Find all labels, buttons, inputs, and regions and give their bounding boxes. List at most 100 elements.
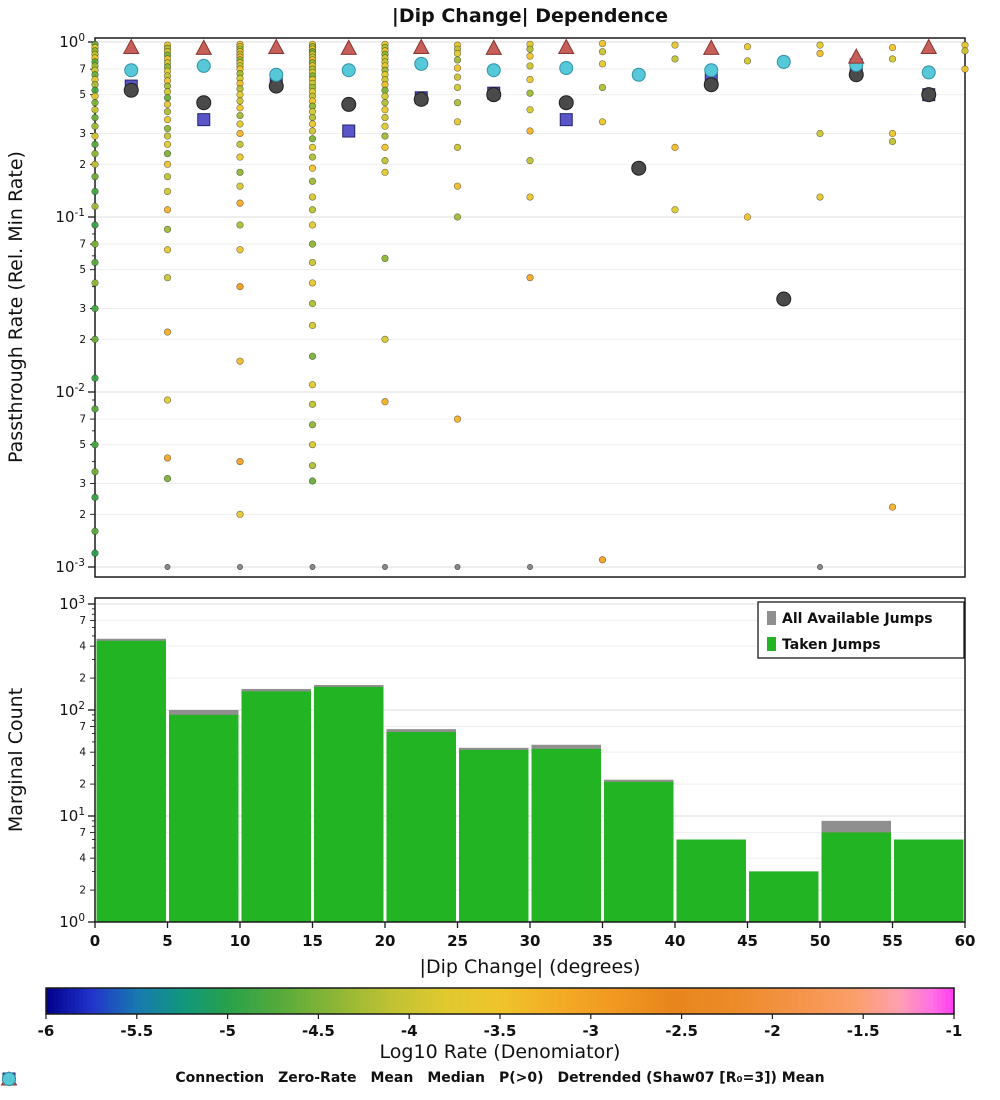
colorbar-strip [116, 988, 121, 1014]
scatter-point [453, 118, 462, 126]
colorbar-strip [830, 988, 835, 1014]
colorbar-strip [169, 988, 175, 1014]
p-gt0-marker [485, 39, 503, 55]
taken-jumps-bar [676, 839, 746, 922]
colorbar-strip [132, 988, 138, 1014]
scatter-point [671, 55, 679, 63]
p-gt0-marker [122, 38, 140, 55]
scatter-point [91, 304, 99, 313]
colorbar-strip [471, 988, 476, 1014]
colorbar-strip [310, 988, 315, 1014]
colorbar-strip [607, 988, 613, 1014]
mean-marker [413, 91, 429, 107]
colorbar-strip [912, 988, 918, 1014]
scatter-point [91, 240, 99, 248]
mean-marker [486, 87, 502, 103]
p-gt0-marker [920, 38, 938, 55]
colorbar-strip [157, 988, 163, 1014]
colorbar-strip [128, 988, 134, 1014]
colorbar-strip [520, 988, 526, 1014]
scatter-point [308, 153, 317, 161]
colorbar-strip [202, 988, 208, 1014]
scatter-point [163, 108, 172, 116]
x-tick-label: 45 [737, 932, 758, 950]
scatter-point [671, 206, 679, 214]
colorbar-strip [566, 988, 571, 1014]
colorbar-strip [409, 988, 414, 1014]
scatter-point [816, 49, 824, 58]
scatter-point [91, 527, 99, 535]
scatter-point [91, 113, 99, 122]
colorbar-strip [627, 988, 633, 1014]
colorbar-strip [256, 988, 262, 1014]
colorbar-strip [788, 988, 794, 1014]
scatter-point [308, 120, 317, 128]
zero-rate-point [817, 564, 823, 570]
mean-marker [703, 77, 719, 93]
legend-label: Detrended (Shaw07 [R₀=3]) Mean [557, 1070, 825, 1086]
scatter-point [163, 132, 172, 140]
scatter-point [91, 160, 99, 168]
scatter-point [236, 221, 244, 229]
scatter-point [888, 137, 897, 146]
colorbar-strip [314, 988, 319, 1014]
colorbar-strip [149, 988, 154, 1014]
colorbar-strip [165, 988, 171, 1014]
scatter-point [236, 510, 244, 518]
y-minor-tick-label: 2 [79, 779, 86, 791]
scatter-point [526, 45, 534, 53]
zero-rate-point [527, 564, 533, 570]
colorbar-strip [673, 988, 679, 1014]
y-tick-label: 101 [59, 806, 85, 825]
scatter-point [526, 62, 534, 70]
y-minor-tick-label: 5 [79, 89, 86, 101]
x-tick-label: 20 [375, 932, 396, 950]
scatter-point [453, 99, 462, 107]
colorbar-strip [355, 988, 361, 1014]
x-tick-label: 55 [882, 932, 903, 950]
y-minor-tick-label: 7 [79, 239, 86, 251]
hist-legend: All Available Jumps Taken Jumps [757, 601, 965, 659]
colorbar-strip [883, 988, 889, 1014]
scatter-point [381, 398, 389, 406]
colorbar-strip [372, 988, 377, 1014]
colorbar-strip [62, 988, 68, 1014]
colorbar-strip [727, 988, 732, 1014]
scatter-point [743, 43, 752, 51]
colorbar-strip [582, 988, 588, 1014]
colorbar-strip [751, 988, 757, 1014]
x-tick-label: 25 [447, 932, 468, 950]
colorbar-strip [173, 988, 179, 1014]
colorbar-strip [892, 988, 897, 1014]
colorbar-strip [813, 988, 819, 1014]
y-minor-tick-label: 7 [79, 64, 86, 76]
scatter-point [381, 254, 389, 263]
colorbar-strip [590, 988, 596, 1014]
scatter-point [308, 108, 317, 116]
y-minor-tick-label: 7 [79, 827, 86, 839]
scatter-point [91, 187, 99, 196]
scatter-point [453, 49, 462, 58]
scatter-point [453, 182, 462, 190]
scatter-point [816, 129, 824, 138]
scatter-point [308, 193, 317, 201]
scatter-point [816, 41, 824, 49]
scatter-point [308, 127, 317, 135]
colorbar-strip [545, 988, 551, 1014]
colorbar-strip [339, 988, 344, 1014]
detrended-mean-marker [196, 58, 211, 73]
colorbar-strip [66, 988, 72, 1014]
colorbar-strip [549, 988, 555, 1014]
colorbar-strip [826, 988, 831, 1014]
colorbar-strip [611, 988, 617, 1014]
colorbar-strip [458, 988, 464, 1014]
colorbar-strip [285, 988, 291, 1014]
scatter-point [163, 225, 172, 233]
scatter-point [743, 57, 752, 65]
detrended-mean-marker [559, 61, 574, 76]
legend-item-median: Median [2, 1070, 485, 1086]
p-gt0-marker [847, 48, 865, 64]
scatter-point [526, 157, 534, 165]
colorbar-strip [660, 988, 666, 1014]
